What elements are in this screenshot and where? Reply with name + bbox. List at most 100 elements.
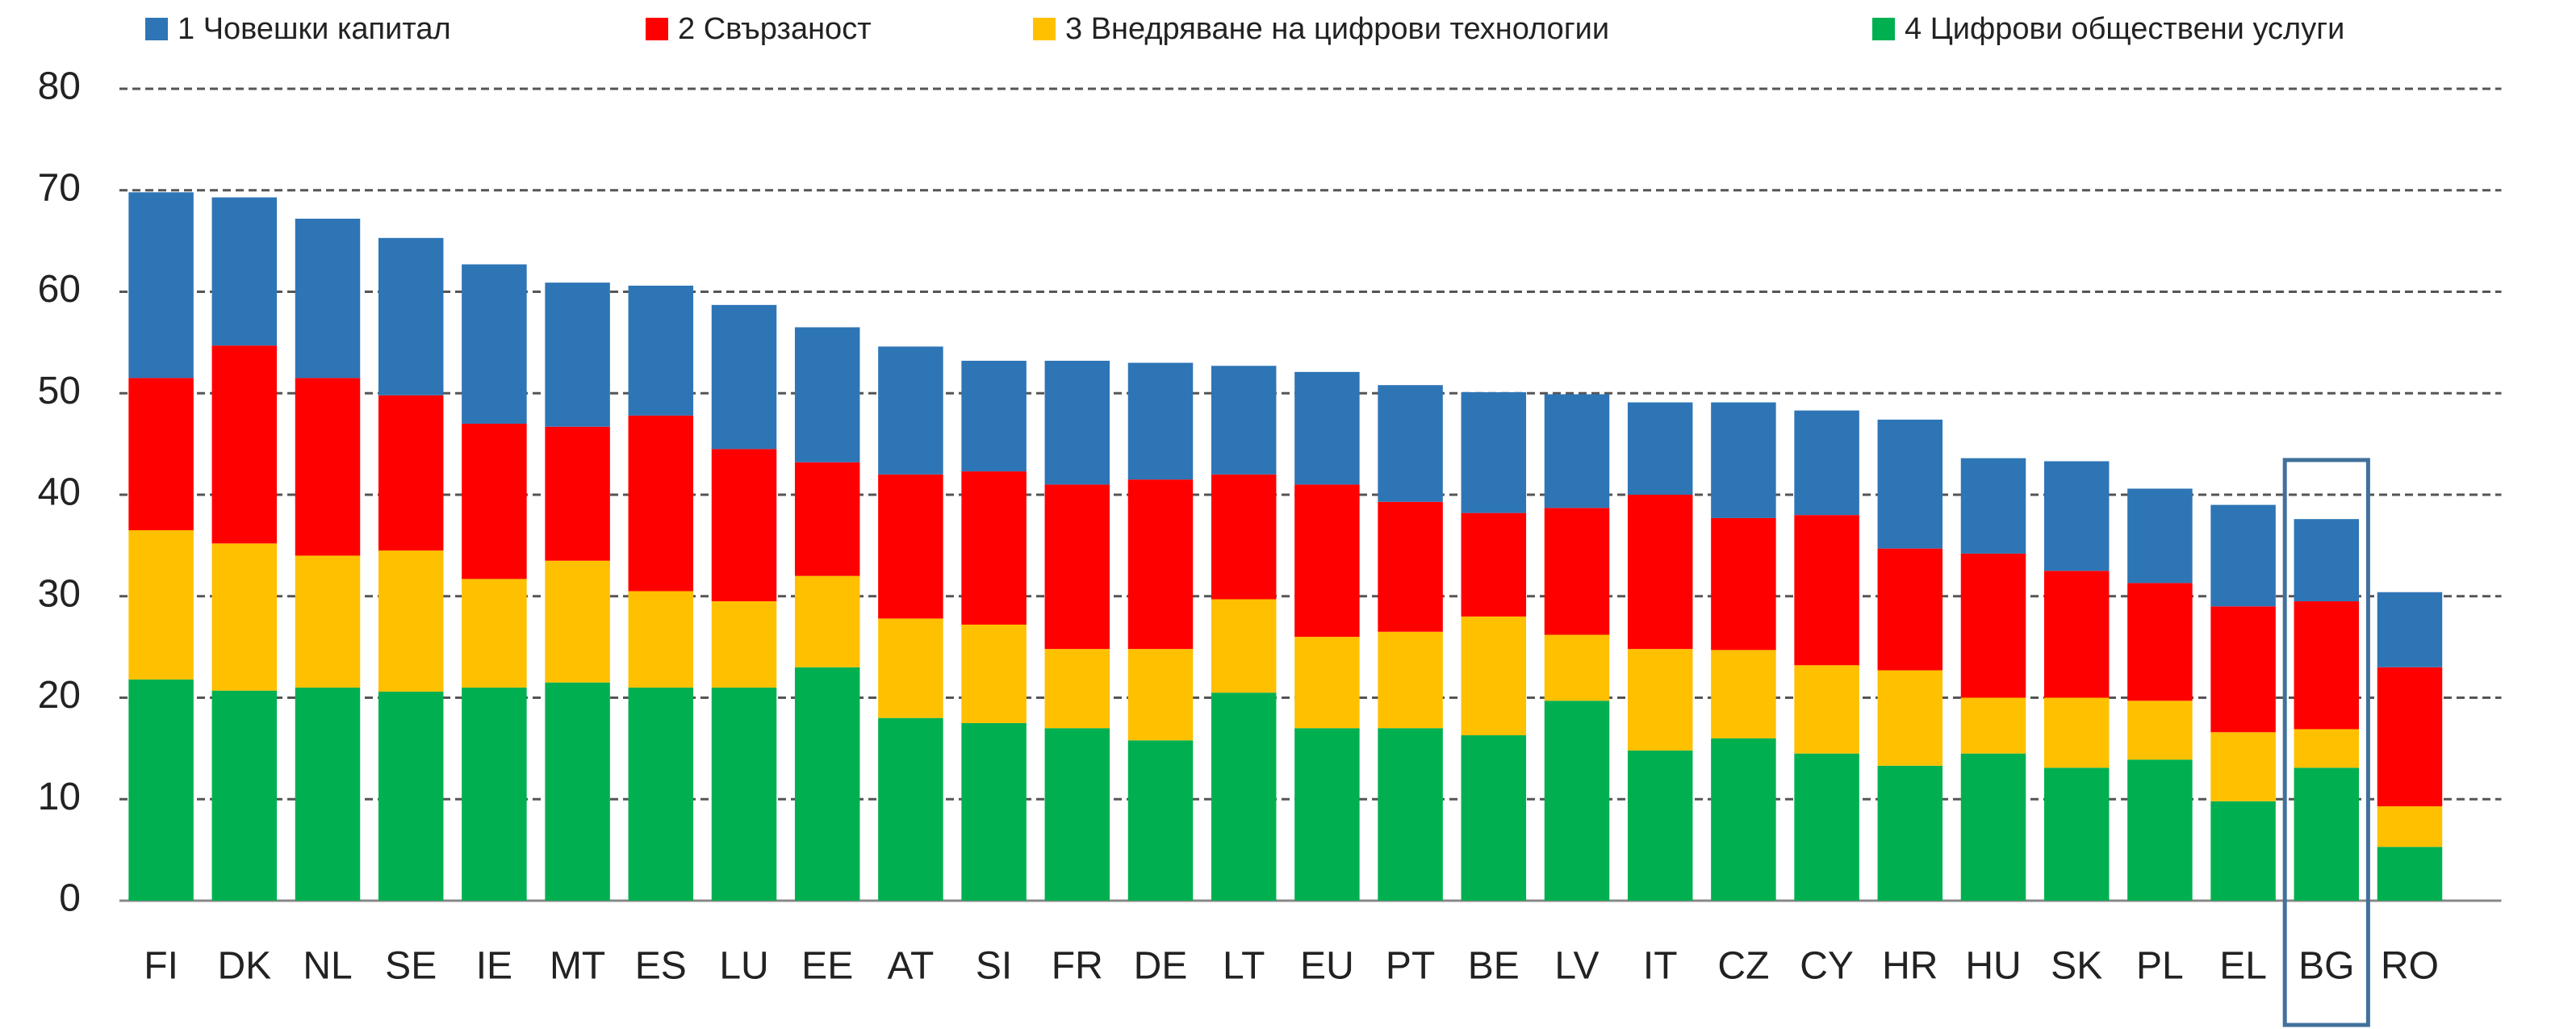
x-tick-label: IT xyxy=(1643,945,1678,988)
bar-segment xyxy=(2127,701,2193,760)
bar-segment xyxy=(961,624,1027,723)
bar-segment xyxy=(1461,391,1527,513)
x-tick-label: FR xyxy=(1052,945,1103,988)
bar-segment xyxy=(128,192,194,379)
y-tick-label: 60 xyxy=(38,268,81,311)
bar-segment xyxy=(628,687,694,901)
legend: 1 Човешки капитал 2 Свързаност 3 Внедряван… xyxy=(145,12,2344,46)
bar-segment xyxy=(1960,697,2026,754)
y-tick-label: 20 xyxy=(38,674,81,717)
bar-segment xyxy=(1211,366,1277,475)
bar-segment xyxy=(1044,484,1110,650)
bar-segment xyxy=(462,423,527,579)
bar-segment xyxy=(878,717,943,901)
x-tick-label: EL xyxy=(2219,945,2267,988)
bar-segment xyxy=(1877,765,1943,901)
bar-segment xyxy=(1127,649,1194,741)
bar-segment xyxy=(295,555,361,688)
bar-segment xyxy=(2377,847,2443,901)
bar-segment xyxy=(961,471,1027,625)
bar-segment xyxy=(1544,394,1610,508)
bar-segment xyxy=(2377,806,2443,847)
bar-segment xyxy=(295,218,361,379)
x-tick-label: BE xyxy=(1468,945,1520,988)
legend-label: 1 Човешки капитал xyxy=(178,12,451,46)
bar-segment xyxy=(2377,667,2443,807)
bar-segment xyxy=(794,462,860,576)
bar-segment xyxy=(1711,738,1776,901)
bar-segment xyxy=(1544,701,1610,901)
bar-segment xyxy=(462,264,527,424)
bar-segment xyxy=(878,474,943,619)
bar-segment xyxy=(545,282,610,427)
bar-segment xyxy=(295,687,361,901)
legend-swatch xyxy=(145,18,168,40)
bar-segment xyxy=(2127,488,2193,584)
bar-segment xyxy=(1627,402,1693,495)
bar-segment xyxy=(2043,571,2110,698)
x-tick-label: LT xyxy=(1223,945,1265,988)
bar-segment xyxy=(1127,479,1194,650)
bar-segment xyxy=(961,722,1027,901)
bar-segment xyxy=(1794,515,1859,666)
bar-segment xyxy=(1044,361,1110,485)
legend-label: 4 Цифрови обществени услуги xyxy=(1905,12,2344,46)
bar-segment xyxy=(1378,631,1443,729)
bar-segment xyxy=(211,197,278,346)
bar-segment xyxy=(711,449,777,602)
x-tick-label: EE xyxy=(801,945,853,988)
bar-segment xyxy=(628,415,694,592)
bar-segment xyxy=(1044,728,1110,901)
bar-segment xyxy=(1294,637,1360,729)
bar-segment xyxy=(2043,461,2110,571)
x-tick-label: HU xyxy=(1965,945,2021,988)
bar-segment xyxy=(2210,504,2276,607)
x-tick-label: CZ xyxy=(1717,945,1769,988)
y-tick-label: 0 xyxy=(59,877,81,920)
bar-segment xyxy=(1877,548,1943,671)
x-tick-label: RO xyxy=(2381,945,2439,988)
bar-segment xyxy=(794,667,860,901)
y-tick-label: 30 xyxy=(38,572,81,615)
labels: 0 10 20 30 40 50 60 70 80 FI DK NL SE IE MT ES LU EE AT SI F… xyxy=(38,65,2439,988)
bar-segment xyxy=(628,285,694,416)
bar-segment xyxy=(628,591,694,688)
bar-segment xyxy=(1044,649,1110,729)
bar-segment xyxy=(1211,692,1277,901)
legend-swatch xyxy=(1872,18,1895,40)
bar-segment xyxy=(378,550,444,692)
x-tick-label: EU xyxy=(1300,945,1354,988)
x-tick-label: SI xyxy=(976,945,1012,988)
bar-segment xyxy=(211,543,278,691)
bar-segment xyxy=(295,378,361,556)
bar-segment xyxy=(1794,665,1859,754)
bars xyxy=(128,192,2443,1027)
bar-segment xyxy=(2127,759,2193,901)
bar-segment xyxy=(2210,801,2276,901)
bar-segment xyxy=(128,378,194,531)
x-tick-label: SE xyxy=(385,945,437,988)
x-tick-label: PT xyxy=(1386,945,1435,988)
bar-segment xyxy=(711,601,777,688)
bar-segment xyxy=(1544,508,1610,635)
bar-segment xyxy=(2210,606,2276,733)
bar-segment xyxy=(1960,553,2026,698)
bar-segment xyxy=(545,426,610,561)
x-tick-label: NL xyxy=(303,945,352,988)
bar-segment xyxy=(1627,495,1693,650)
bar-segment xyxy=(1960,753,2026,901)
x-tick-label: SK xyxy=(2051,945,2102,988)
bar-segment xyxy=(1127,362,1194,480)
bar-segment xyxy=(1794,753,1859,901)
bar-segment xyxy=(1461,735,1527,901)
bar-segment xyxy=(1877,419,1943,549)
y-tick-label: 70 xyxy=(38,166,81,209)
bar-segment xyxy=(1794,410,1859,516)
bar-segment xyxy=(878,346,943,475)
bar-segment xyxy=(462,579,527,688)
bar-segment xyxy=(545,560,610,683)
bar-segment xyxy=(1127,740,1194,901)
bar-segment xyxy=(1211,474,1277,600)
bar-segment xyxy=(2210,732,2276,801)
x-tick-label: CY xyxy=(1800,945,1854,988)
